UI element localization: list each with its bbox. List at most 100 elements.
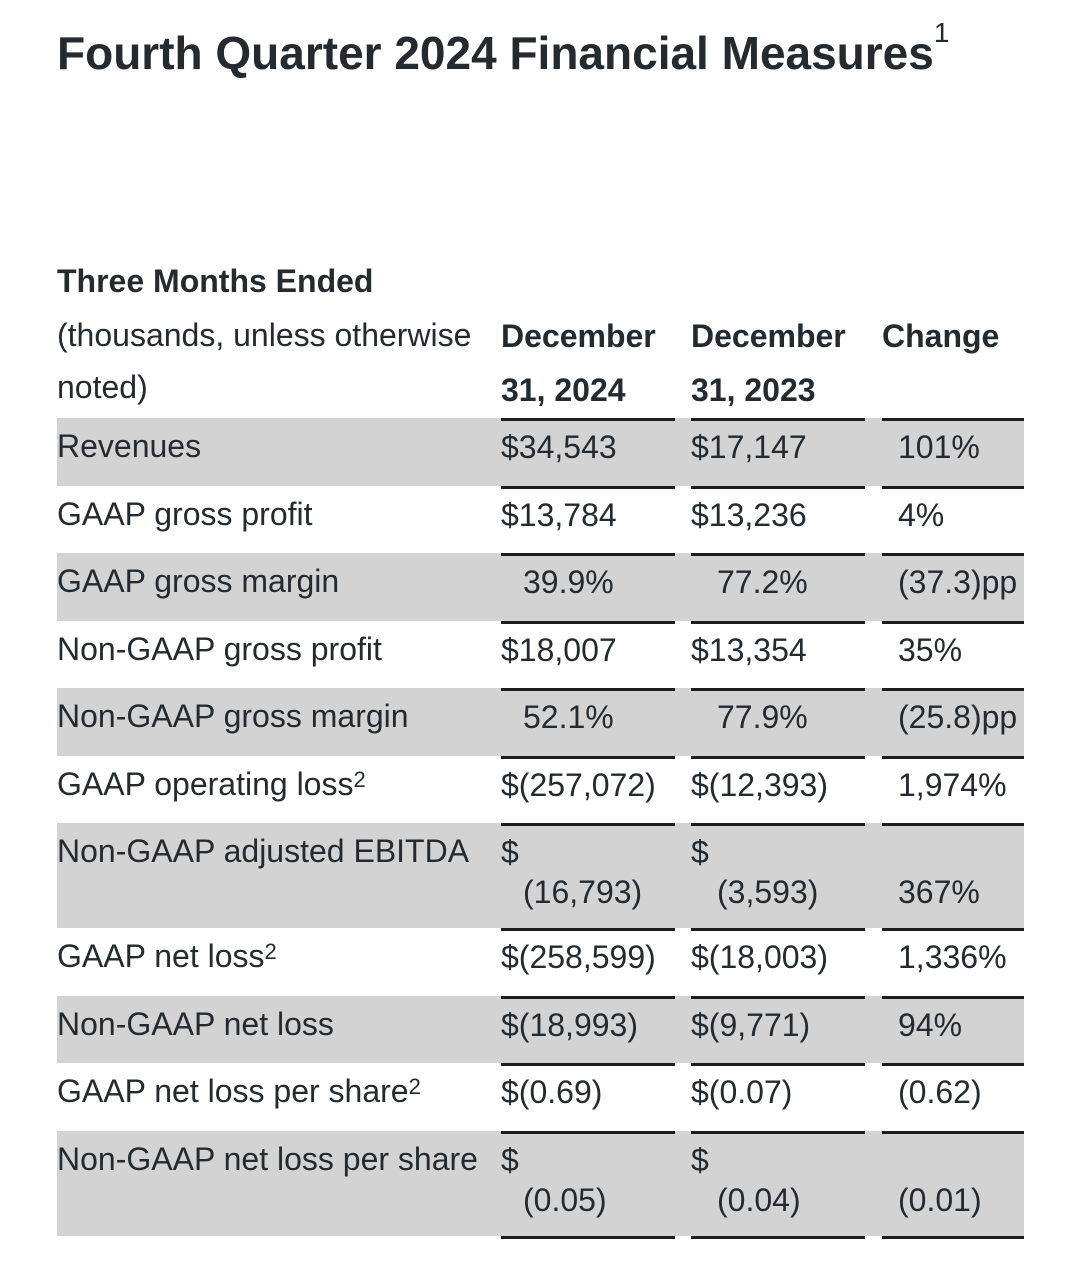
cell-value: 367% (898, 874, 980, 910)
cell-prior-year: $(18,003) (691, 928, 865, 996)
row-label: Non-GAAP gross profit (57, 621, 497, 689)
cell-value: $(9,771) (691, 1006, 811, 1043)
cell-value: 1,336% (898, 939, 1007, 975)
cell-change: 4% (882, 485, 1024, 554)
cell-prior-year: $(0.07) (691, 1063, 865, 1131)
table-row: GAAP net loss2 $(258,599) $(18,003) 1,33… (0, 928, 1080, 996)
cell-value: 4% (898, 496, 945, 533)
cell-value: (0.05) (523, 1181, 607, 1218)
currency-symbol: $ (691, 834, 709, 870)
cell-value: $17,147 (691, 429, 807, 465)
cell-value: $34,543 (501, 429, 617, 465)
cell-value: $(0.69) (501, 1074, 603, 1110)
cell-change: 367% (882, 823, 1024, 928)
cell-value: $13,236 (691, 496, 807, 533)
financial-measures-table: Revenues $34,543 $17,147 101% GAAP gross… (0, 418, 1080, 1239)
row-label-text: GAAP gross margin (57, 563, 340, 599)
column-header-line: 31, 2024 (501, 372, 626, 408)
cell-value: $13,784 (501, 496, 617, 533)
cell-current-year: $18,007 (501, 620, 675, 689)
cell-value: $(258,599) (501, 939, 656, 975)
row-label: Non-GAAP net loss per share (57, 1131, 497, 1236)
column-header-prior-year: December 31, 2023 (691, 309, 846, 417)
cell-value: (25.8)pp (898, 699, 1018, 735)
row-label-text: Non-GAAP gross margin (57, 698, 409, 734)
row-label-text: Revenues (57, 428, 202, 464)
currency-symbol: $ (691, 1141, 709, 1178)
cell-prior-year: $13,236 (691, 485, 865, 554)
column-header-line: 31, 2023 (691, 372, 816, 408)
footnote-marker: 2 (353, 766, 366, 792)
cell-value: 1,974% (898, 766, 1007, 803)
cell-value: 35% (898, 631, 963, 668)
cell-value: (3,593) (717, 874, 819, 910)
cell-prior-year: $ (3,593) (691, 823, 865, 928)
cell-change: 94% (882, 995, 1024, 1064)
cell-current-year: 39.9% (501, 553, 675, 621)
row-label: Non-GAAP net loss (57, 996, 497, 1064)
column-header-line: December (501, 318, 656, 354)
cell-change: (37.3)pp (882, 553, 1024, 621)
cell-change: 101% (882, 418, 1024, 486)
currency-symbol: $ (501, 1141, 519, 1178)
table-row: Non-GAAP net loss $(18,993) $(9,771) 94% (0, 995, 1080, 1064)
cell-prior-year: 77.9% (691, 688, 865, 756)
table-row: GAAP net loss per share2 $(0.69) $(0.07)… (0, 1063, 1080, 1131)
table-row: Non-GAAP adjusted EBITDA $ (16,793) $ (3… (0, 823, 1080, 928)
footnote-marker: 2 (408, 1074, 421, 1099)
cell-prior-year: $(12,393) (691, 755, 865, 824)
row-label-text: Non-GAAP net loss per share (57, 1140, 478, 1177)
period-label: Three Months Ended (57, 263, 374, 299)
cell-value: $(12,393) (691, 766, 828, 803)
cell-value: $(0.07) (691, 1074, 793, 1110)
cell-value: 77.9% (717, 699, 808, 735)
cell-value: 101% (898, 429, 980, 465)
row-label-text: GAAP net loss (57, 938, 265, 974)
table-row: Revenues $34,543 $17,147 101% (0, 418, 1080, 486)
row-label: GAAP gross profit (57, 486, 497, 554)
cell-value: 94% (898, 1006, 963, 1043)
cell-prior-year: $(9,771) (691, 995, 865, 1064)
cell-change: (25.8)pp (882, 688, 1024, 756)
cell-value: $(257,072) (501, 766, 656, 803)
page-title-text: Fourth Quarter 2024 Financial Measures (57, 27, 934, 79)
table-row: Non-GAAP gross margin 52.1% 77.9% (25.8)… (0, 688, 1080, 756)
cell-current-year: $(257,072) (501, 755, 675, 824)
cell-current-year: 52.1% (501, 688, 675, 756)
table-bottom-rule (0, 1235, 1080, 1239)
cell-prior-year: $13,354 (691, 620, 865, 689)
table-row: GAAP gross profit $13,784 $13,236 4% (0, 485, 1080, 554)
column-header-change: Change (882, 309, 999, 363)
table-row: Non-GAAP gross profit $18,007 $13,354 35… (0, 620, 1080, 689)
row-label: Non-GAAP adjusted EBITDA (57, 823, 497, 928)
row-label: Revenues (57, 418, 497, 486)
cell-current-year: $34,543 (501, 418, 675, 486)
cell-prior-year: $17,147 (691, 418, 865, 486)
cell-value: (37.3)pp (898, 564, 1018, 600)
cell-change: 1,336% (882, 928, 1024, 996)
column-header-line: Change (882, 318, 1000, 354)
page-title: Fourth Quarter 2024 Financial Measures1 (57, 10, 957, 96)
cell-value: 39.9% (523, 564, 614, 600)
cell-value: 77.2% (717, 564, 808, 600)
cell-change: 35% (882, 620, 1024, 689)
column-header-line: December (691, 318, 846, 354)
cell-value: (0.04) (717, 1181, 801, 1218)
row-label-text: GAAP net loss per share (57, 1073, 409, 1109)
cell-value: $(18,993) (501, 1006, 638, 1043)
cell-value: $(18,003) (691, 939, 828, 975)
table-row: GAAP gross margin 39.9% 77.2% (37.3)pp (0, 553, 1080, 621)
currency-symbol: $ (501, 834, 519, 870)
cell-value: (0.62) (898, 1074, 982, 1110)
row-label-text: Non-GAAP adjusted EBITDA (57, 833, 470, 869)
cell-change: (0.01) (882, 1130, 1024, 1236)
column-header-current-year: December 31, 2024 (501, 309, 656, 417)
row-label: GAAP gross margin (57, 553, 497, 621)
title-footnote-marker: 1 (933, 17, 950, 48)
row-label-text: GAAP gross profit (57, 495, 313, 532)
cell-current-year: $ (16,793) (501, 823, 675, 928)
row-label-text: Non-GAAP gross profit (57, 630, 382, 667)
cell-value: $13,354 (691, 631, 807, 668)
row-label: GAAP net loss2 (57, 928, 497, 996)
cell-prior-year: 77.2% (691, 553, 865, 621)
